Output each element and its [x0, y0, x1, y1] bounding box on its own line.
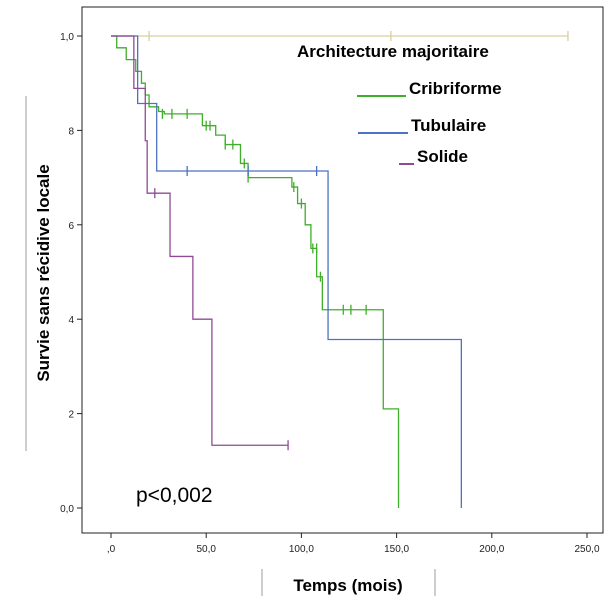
y-tick-label: 0,0	[60, 504, 74, 515]
y-tick-label: 2	[68, 410, 74, 421]
y-tick-label: 1,0	[60, 32, 74, 43]
x-tick-label: 100,0	[289, 544, 314, 555]
x-tick-label: ,0	[107, 544, 116, 555]
x-tick-label: 50,0	[196, 544, 216, 555]
y-tick-label: 6	[68, 221, 74, 232]
x-tick-label: 200,0	[479, 544, 504, 555]
legend: Architecture majoritaire Cribriforme Tubu…	[297, 42, 502, 166]
y-tick-label: 8	[68, 126, 74, 137]
x-tick-label: 250,0	[574, 544, 599, 555]
legend-label-solide: Solide	[417, 147, 468, 166]
series-layer	[111, 31, 569, 508]
p-value-annotation: p<0,002	[136, 484, 213, 507]
series-line-solide	[111, 35, 289, 446]
legend-label-cribriforme: Cribriforme	[409, 79, 502, 98]
axis-ticks: ,0 50,0 100,0 150,0 200,0 250,0 0,0 2 4 6 8 1,0	[60, 32, 600, 555]
plot-frame	[81, 6, 604, 534]
y-tick-label: 4	[68, 315, 74, 326]
x-axis-title: Temps (mois)	[293, 576, 402, 595]
x-tick-label: 150,0	[384, 544, 409, 555]
legend-title: Architecture majoritaire	[297, 42, 489, 61]
series-line-tubulaire	[111, 35, 462, 508]
legend-label-tubulaire: Tubulaire	[411, 116, 486, 135]
y-axis-title: Survie sans récidive locale	[34, 164, 53, 381]
